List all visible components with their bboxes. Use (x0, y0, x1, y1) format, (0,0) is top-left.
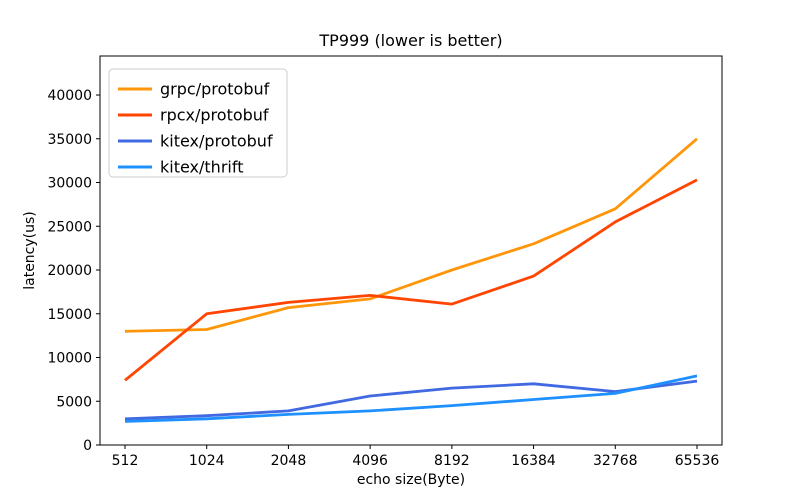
y-tick-label: 10000 (47, 351, 92, 367)
plot-border (99, 55, 723, 446)
x-tick-label: 65536 (675, 453, 720, 469)
y-tick-label: 15000 (47, 307, 92, 323)
series-line-kitex-protobuf (124, 379, 698, 421)
x-tick-label: 512 (112, 453, 139, 469)
legend-box (108, 68, 288, 178)
series-line-kitex-thrift (124, 374, 698, 423)
series-line-grpc-protobuf (124, 137, 698, 333)
x-tick-label: 32768 (593, 453, 638, 469)
legend-label: rpcx/protobuf (160, 106, 269, 125)
x-axis-label: echo size(Byte) (357, 472, 465, 488)
x-tick-label: 2048 (271, 453, 307, 469)
y-tick-label: 30000 (47, 176, 92, 192)
series-line-rpcx-protobuf (124, 178, 698, 382)
x-tick-label: 1024 (189, 453, 225, 469)
y-tick-label: 35000 (47, 132, 92, 148)
legend-label: kitex/protobuf (160, 132, 273, 151)
y-tick-label: 20000 (47, 263, 92, 279)
y-tick-label: 40000 (47, 88, 92, 104)
x-tick-label: 4096 (352, 453, 388, 469)
y-tick-label: 25000 (47, 219, 92, 235)
legend-label: kitex/thrift (160, 158, 243, 177)
x-tick-label: 16384 (511, 453, 556, 469)
y-tick-label: 0 (83, 438, 92, 454)
legend-label: grpc/protobuf (160, 80, 270, 99)
chart-title: TP999 (lower is better) (318, 31, 502, 50)
x-tick-label: 8192 (434, 453, 470, 469)
y-tick-label: 5000 (56, 394, 92, 410)
y-axis-label: latency(us) (22, 211, 38, 290)
